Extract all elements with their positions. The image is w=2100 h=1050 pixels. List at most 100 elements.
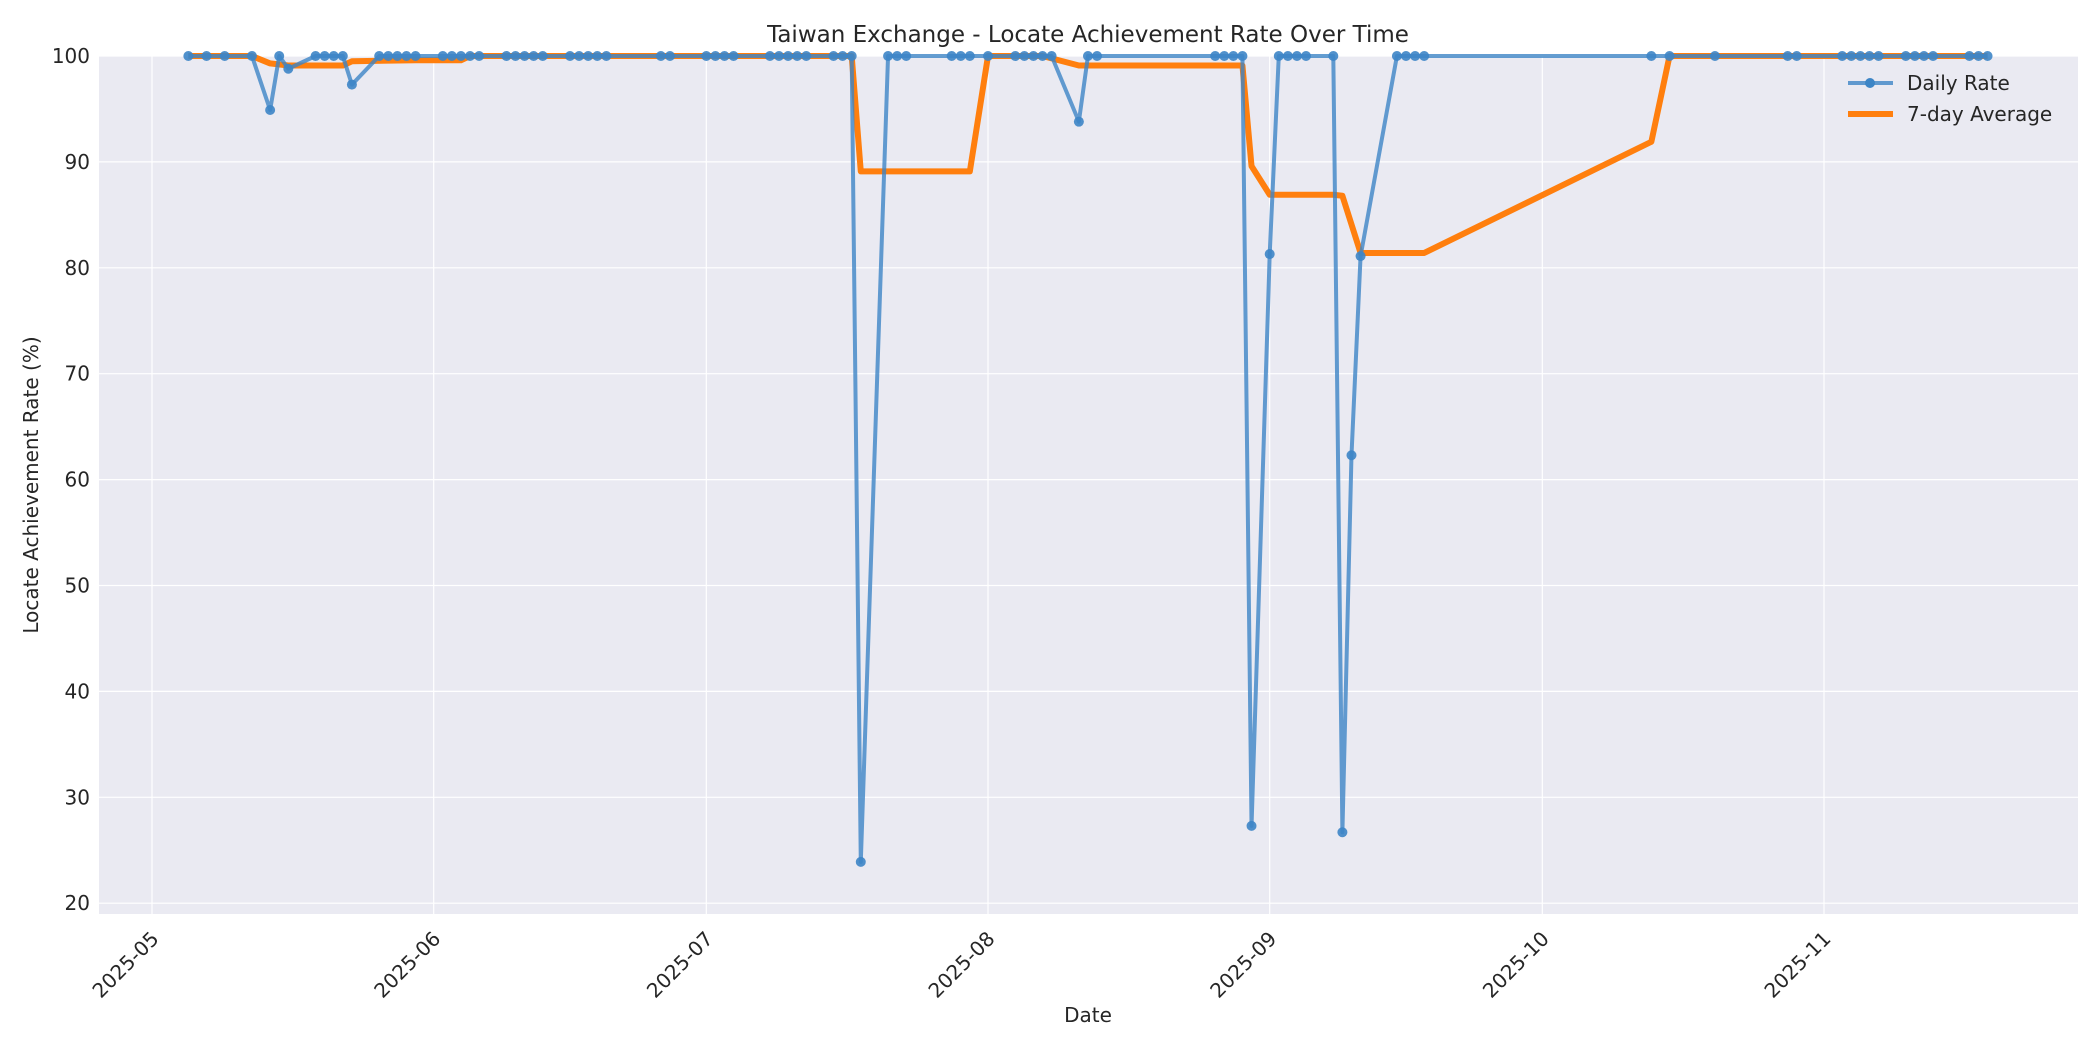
daily-marker	[465, 51, 476, 61]
daily-marker	[1301, 51, 1312, 61]
daily-marker	[801, 51, 812, 61]
y-tick-label: 100	[52, 44, 90, 68]
daily-marker	[1982, 51, 1993, 61]
daily-marker	[1909, 51, 1920, 61]
daily-marker	[1355, 251, 1366, 262]
daily-marker	[1419, 51, 1430, 61]
legend-daily-label: Daily Rate	[1907, 71, 2010, 95]
daily-marker	[1010, 51, 1021, 61]
gridlines	[99, 55, 2078, 914]
daily-marker	[983, 51, 994, 61]
daily-marker	[374, 51, 385, 61]
daily-marker	[401, 51, 412, 61]
daily-marker	[1037, 51, 1048, 61]
daily-marker	[1346, 450, 1357, 461]
daily-marker	[1073, 116, 1084, 127]
y-axis-label: Locate Achievement Rate (%)	[19, 336, 43, 633]
daily-marker	[728, 51, 739, 61]
daily-marker	[1864, 51, 1875, 61]
x-tick-label: 2025-11	[1759, 927, 1835, 1003]
y-axis-ticks: 20 30 40 50 60 70 80 90 100	[52, 44, 90, 915]
daily-marker	[265, 105, 276, 116]
daily-marker	[1219, 51, 1230, 61]
y-tick-label: 70	[65, 362, 90, 386]
daily-marker	[1282, 51, 1293, 61]
daily-marker	[892, 51, 903, 61]
daily-marker	[346, 79, 357, 90]
daily-marker	[828, 51, 839, 61]
daily-marker	[1837, 51, 1848, 61]
daily-marker	[655, 51, 666, 61]
daily-marker	[574, 51, 585, 61]
y-tick-label: 30	[65, 785, 90, 809]
daily-marker	[1401, 51, 1412, 61]
daily-marker	[601, 51, 612, 61]
daily-marker	[1046, 51, 1057, 61]
daily-marker	[183, 51, 194, 61]
daily-marker	[337, 51, 348, 61]
daily-marker	[319, 51, 330, 61]
daily-marker	[1782, 51, 1793, 61]
daily-marker	[537, 51, 548, 61]
daily-marker	[1873, 51, 1884, 61]
daily-marker	[310, 51, 321, 61]
daily-marker	[837, 51, 848, 61]
daily-marker	[1291, 51, 1302, 61]
daily-marker	[1019, 51, 1030, 61]
daily-marker	[1709, 51, 1720, 61]
daily-marker	[1328, 51, 1339, 61]
daily-marker	[201, 51, 212, 61]
daily-marker	[410, 51, 421, 61]
y-tick-label: 50	[65, 574, 90, 598]
x-tick-label: 2025-10	[1478, 927, 1554, 1003]
daily-marker	[955, 51, 966, 61]
daily-marker	[1264, 249, 1275, 260]
daily-marker	[1210, 51, 1221, 61]
daily-marker	[946, 51, 957, 61]
daily-marker	[437, 51, 448, 61]
daily-marker	[1410, 51, 1421, 61]
daily-marker	[1855, 51, 1866, 61]
daily-marker	[501, 51, 512, 61]
x-tick-label: 2025-06	[369, 927, 445, 1003]
x-tick-label: 2025-05	[87, 927, 163, 1003]
y-tick-label: 90	[65, 150, 90, 174]
daily-marker	[1973, 51, 1984, 61]
daily-marker	[446, 51, 457, 61]
plot-area	[99, 56, 2078, 914]
daily-marker	[1964, 51, 1975, 61]
chart-title: Taiwan Exchange - Locate Achievement Rat…	[766, 22, 1409, 48]
daily-marker	[1273, 51, 1284, 61]
daily-marker	[565, 51, 576, 61]
daily-marker	[583, 51, 594, 61]
daily-marker	[719, 51, 730, 61]
y-tick-label: 40	[65, 679, 90, 703]
daily-marker	[274, 51, 285, 61]
y-tick-label: 60	[65, 468, 90, 492]
daily-marker	[710, 51, 721, 61]
x-axis-ticks: 2025-05 2025-06 2025-07 2025-08 2025-09 2025-…	[87, 927, 1835, 1003]
daily-marker	[883, 51, 894, 61]
daily-marker	[383, 51, 394, 61]
daily-marker	[1082, 51, 1093, 61]
daily-marker	[1791, 51, 1802, 61]
daily-marker	[1237, 51, 1248, 61]
daily-marker	[219, 51, 230, 61]
daily-marker	[792, 51, 803, 61]
daily-marker	[1928, 51, 1939, 61]
y-tick-label: 20	[65, 891, 90, 915]
x-tick-label: 2025-09	[1205, 927, 1281, 1003]
daily-marker	[1918, 51, 1929, 61]
daily-marker	[455, 51, 466, 61]
daily-marker	[1246, 820, 1257, 831]
daily-marker	[774, 51, 785, 61]
daily-marker	[1664, 51, 1675, 61]
legend-daily-marker-icon	[1865, 78, 1875, 88]
daily-marker	[701, 51, 712, 61]
daily-marker	[855, 856, 866, 867]
daily-marker	[1646, 51, 1657, 61]
x-tick-label: 2025-08	[923, 927, 999, 1003]
x-axis-label: Date	[1064, 1003, 1112, 1027]
daily-marker	[783, 51, 794, 61]
legend-avg-label: 7-day Average	[1907, 102, 2052, 126]
